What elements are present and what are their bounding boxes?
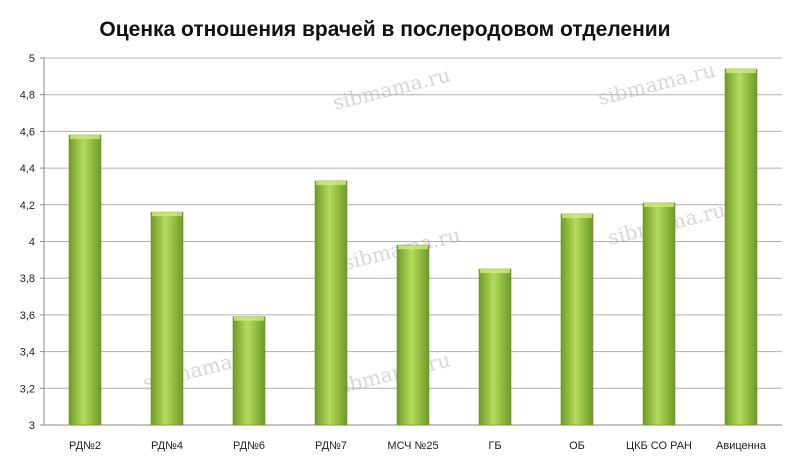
bar (642, 202, 676, 426)
x-tick-label: ГБ (488, 440, 501, 452)
y-tick-label: 5 (29, 53, 35, 65)
x-tick-label: РД№4 (151, 440, 183, 452)
y-tick-label: 4,6 (20, 126, 35, 138)
bar (724, 68, 758, 426)
bar (396, 244, 430, 426)
y-tick-label: 4,2 (20, 200, 35, 212)
bar (68, 134, 102, 426)
y-tick-label: 3 (29, 420, 35, 432)
bar-top-highlight (480, 269, 510, 274)
bar-top-highlight (562, 213, 592, 218)
y-tick-label: 4 (29, 237, 35, 249)
y-tick-label: 3,8 (20, 273, 35, 285)
y-tick-label: 3,6 (20, 310, 35, 322)
y-tick-label: 3,2 (20, 383, 35, 395)
bar (314, 180, 348, 426)
y-tick-label: 4,8 (20, 90, 35, 102)
y-tick-label: 4,4 (20, 163, 35, 175)
x-tick-label: РД№2 (69, 440, 101, 452)
x-tick-label: ОБ (569, 440, 585, 452)
y-tick-label: 3,4 (20, 347, 35, 359)
x-tick-label: РД№7 (315, 440, 347, 452)
x-tick-label: МСЧ №25 (387, 440, 438, 452)
bar (150, 211, 184, 426)
bar-top-highlight (70, 135, 100, 140)
x-tick-label: Авиценна (716, 440, 767, 452)
x-axis-labels: РД№2 РД№4 РД№6 РД№7 МСЧ №25 ГБ ОБ ЦКБ СО РАН Ави… (69, 440, 767, 452)
chart-title: Оценка отношения врачей в послеродовом о… (99, 18, 671, 41)
bar-top-highlight (726, 69, 756, 74)
bar (232, 316, 266, 426)
bar (478, 268, 512, 426)
x-tick-label: РД№6 (233, 440, 265, 452)
watermark-text: sibmama.ru (595, 57, 717, 109)
y-axis-ticks: 3 3,2 3,4 3,6 3,8 4 4,2 4,4 4,6 4,8 5 (20, 53, 35, 432)
watermark-text: sibmama.ru (330, 62, 452, 114)
bar (560, 213, 594, 426)
bar-top-highlight (644, 202, 674, 207)
x-tick-label: ЦКБ СО РАН (626, 440, 692, 452)
bar-top-highlight (316, 180, 346, 185)
bar-top-highlight (152, 212, 182, 217)
bar-top-highlight (398, 245, 428, 250)
watermark-text: sibmama.ru (330, 347, 452, 399)
bar-top-highlight (234, 316, 264, 321)
bars (68, 68, 758, 426)
